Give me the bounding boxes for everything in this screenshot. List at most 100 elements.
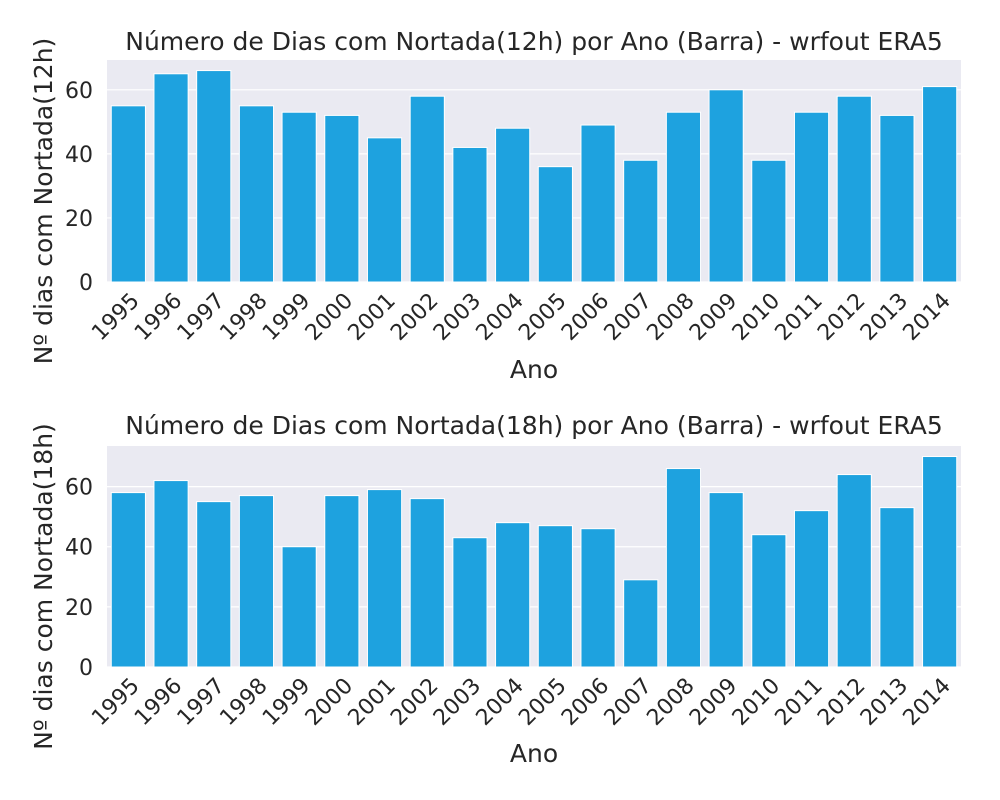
x-axis-label-12h: Ano — [510, 355, 558, 384]
x-tick-label: 2010 — [728, 674, 785, 731]
bar — [793, 510, 830, 668]
bar — [751, 534, 787, 668]
bar — [110, 105, 146, 283]
x-tick-label: 2005 — [514, 289, 571, 346]
x-tick-label: 2002 — [386, 289, 443, 346]
bar — [922, 456, 958, 668]
y-tick-label: 0 — [79, 271, 93, 296]
x-tick-label: 2000 — [301, 674, 358, 731]
y-axis-label-18h: Nº dias com Nortada(18h) — [29, 423, 58, 750]
x-tick-label: 1997 — [173, 674, 230, 731]
bar — [196, 501, 232, 668]
x-tick-label: 2006 — [557, 289, 614, 346]
x-tick-label: 1998 — [215, 289, 272, 346]
bar — [879, 507, 915, 668]
x-tick-label: 1998 — [215, 674, 272, 731]
bar — [110, 492, 146, 668]
plot-area-18h — [107, 446, 961, 667]
x-tick-label: 2013 — [856, 289, 913, 346]
y-ticks-12h: 0 20 40 60 — [65, 79, 93, 296]
bar — [366, 489, 403, 668]
x-tick-label: 2001 — [344, 289, 401, 346]
y-tick-label: 20 — [65, 207, 93, 232]
x-tick-label: 2003 — [429, 674, 486, 731]
x-tick-label: 2005 — [514, 674, 571, 731]
x-tick-label: 2011 — [771, 674, 828, 731]
x-tick-label: 2000 — [301, 289, 358, 346]
x-tick-label: 2011 — [771, 289, 828, 346]
bar — [366, 137, 403, 283]
bars-18h — [110, 456, 958, 668]
x-tick-label: 1996 — [130, 289, 187, 346]
x-tick-label: 2010 — [728, 289, 785, 346]
bar — [879, 114, 915, 283]
bar — [665, 468, 702, 668]
bar — [537, 166, 573, 283]
bar — [580, 528, 616, 668]
x-tick-label: 2007 — [600, 674, 657, 731]
x-tick-label: 2014 — [899, 289, 956, 346]
chart-18h: 0 20 40 60 19951996199719981999200020012002… — [29, 411, 961, 768]
x-ticks-18h: 1995199619971998199920002001200220032004… — [87, 674, 956, 731]
bar — [537, 525, 573, 668]
bar — [324, 495, 360, 668]
bar — [665, 111, 702, 283]
x-tick-label: 2008 — [642, 674, 699, 731]
y-tick-label: 40 — [65, 536, 93, 561]
x-axis-label-18h: Ano — [510, 739, 558, 768]
x-tick-label: 2006 — [557, 674, 614, 731]
x-tick-label: 1999 — [258, 674, 315, 731]
bar — [409, 95, 445, 283]
x-tick-label: 2012 — [813, 674, 870, 731]
bar — [452, 537, 488, 668]
bar — [922, 86, 958, 283]
x-tick-label: 2004 — [472, 674, 529, 731]
bar — [708, 492, 744, 668]
y-tick-label: 0 — [79, 656, 93, 681]
bar — [836, 474, 872, 668]
x-tick-label: 2001 — [344, 674, 401, 731]
bar — [324, 114, 360, 283]
bar — [238, 105, 275, 283]
x-tick-label: 1996 — [130, 674, 187, 731]
x-tick-label: 2009 — [685, 674, 742, 731]
bars-12h — [110, 70, 958, 283]
bar — [495, 522, 531, 668]
plot-area-12h — [107, 60, 961, 282]
x-tick-label: 1999 — [258, 289, 315, 346]
chart-12h: 0 20 40 60 19951996199719981999200020012002… — [29, 27, 961, 384]
x-tick-label: 1995 — [87, 289, 144, 346]
x-tick-label: 2004 — [472, 289, 529, 346]
bar — [495, 127, 531, 283]
x-tick-label: 2007 — [600, 289, 657, 346]
x-ticks-12h: 1995199619971998199920002001200220032004… — [87, 289, 956, 346]
bar — [751, 159, 787, 283]
y-tick-label: 20 — [65, 596, 93, 621]
y-ticks-18h: 0 20 40 60 — [65, 476, 93, 681]
bar — [793, 111, 830, 283]
x-tick-label: 2013 — [856, 674, 913, 731]
bar — [153, 480, 189, 668]
bar — [196, 70, 232, 283]
bar — [452, 146, 488, 283]
x-tick-label: 2014 — [899, 674, 956, 731]
x-tick-label: 1997 — [173, 289, 230, 346]
chart-title-18h: Número de Dias com Nortada(18h) por Ano … — [125, 411, 942, 440]
bar — [281, 111, 317, 283]
x-tick-label: 2003 — [429, 289, 486, 346]
bar — [409, 498, 445, 668]
bar — [153, 73, 189, 283]
x-tick-label: 2012 — [813, 289, 870, 346]
bar — [580, 124, 616, 283]
x-tick-label: 2002 — [386, 674, 443, 731]
y-tick-label: 60 — [65, 476, 93, 501]
bar — [836, 95, 872, 283]
x-tick-label: 1995 — [87, 674, 144, 731]
bar — [623, 159, 659, 283]
y-axis-label-12h: Nº dias com Nortada(12h) — [29, 38, 58, 365]
chart-title-12h: Número de Dias com Nortada(12h) por Ano … — [125, 27, 942, 56]
bar — [623, 579, 659, 668]
y-tick-label: 40 — [65, 143, 93, 168]
